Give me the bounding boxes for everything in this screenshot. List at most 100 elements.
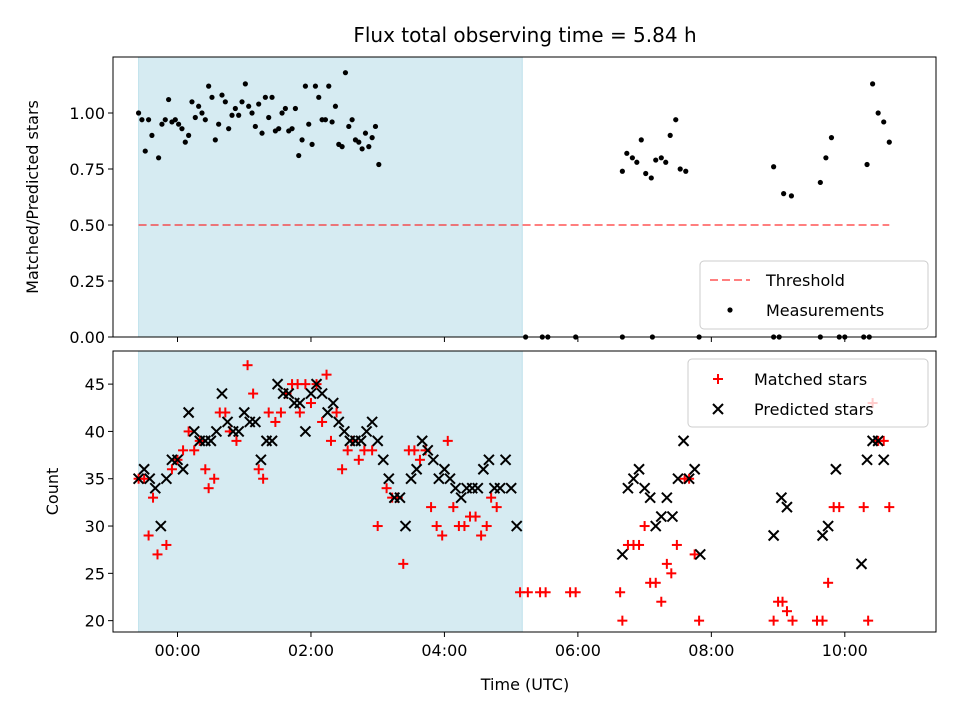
predicted-star-point	[171, 454, 184, 466]
predicted-star-point	[661, 491, 673, 504]
matched-star-point	[650, 577, 661, 588]
predicted-star-point	[338, 425, 351, 438]
measurement-point	[366, 144, 372, 150]
matched-star-point	[781, 606, 792, 617]
y-tick-label: 30	[85, 517, 105, 536]
matched-star-point	[398, 558, 409, 569]
matched-star-point	[409, 445, 420, 456]
matched-star-point	[178, 445, 189, 456]
y-tick-label: 0.00	[69, 328, 105, 347]
matched-star-point	[639, 521, 650, 532]
measurement-point	[658, 155, 664, 161]
predicted-star-point	[822, 520, 834, 532]
predicted-star-point	[683, 473, 695, 485]
matched-star-point	[263, 407, 274, 418]
measurement-point	[653, 157, 659, 163]
measurement-point	[142, 148, 148, 154]
predicted-star-point	[644, 491, 656, 504]
top-panel: 0.00 0.25 0.50 0.75 1.00 Matched/Predicted s…	[23, 56, 937, 347]
measurement-point	[875, 110, 881, 116]
measurement-point	[192, 114, 198, 121]
measurement-point	[266, 114, 272, 121]
bottom-axes-frame	[112, 350, 937, 633]
bottom-x-ticks: 00:00 02:00 04:00 06:00 08:00 10:00	[154, 632, 868, 660]
matched-star-point	[414, 454, 425, 465]
matched-star-point	[666, 568, 677, 579]
matched-star-point	[253, 464, 264, 475]
predicted-star-point	[694, 548, 706, 561]
matched-star-point	[325, 435, 336, 446]
measurement-point	[216, 121, 222, 127]
y-tick-label: 0.75	[69, 160, 105, 179]
predicted-star-point	[143, 473, 156, 485]
matched-star-point	[834, 502, 845, 513]
y-tick-label: 0.50	[69, 216, 105, 235]
matched-star-point	[817, 615, 828, 626]
predicted-star-point	[232, 425, 245, 438]
predicted-star-point	[210, 425, 223, 438]
top-legend: Threshold Measurements	[699, 260, 929, 330]
legend-predicted-label: Predicted stars	[754, 400, 874, 419]
measurement-point	[663, 159, 669, 165]
y-tick-label: 45	[85, 375, 105, 394]
predicted-star-point	[433, 473, 445, 485]
matched-star-point	[768, 615, 779, 626]
legend-predicted-swatch	[712, 403, 724, 415]
predicted-star-point	[333, 416, 345, 428]
matched-star-point	[694, 615, 705, 626]
measurement-point	[239, 99, 245, 105]
measurement-point	[289, 126, 295, 132]
legend-threshold-label: Threshold	[765, 271, 845, 290]
top-y-axis-label: Matched/Predicted stars	[23, 100, 42, 294]
measurement-point	[135, 110, 142, 116]
y-tick-label: 35	[85, 470, 105, 489]
predicted-star-point	[160, 473, 173, 485]
predicted-star-point	[638, 482, 651, 494]
matched-star-point	[275, 407, 286, 418]
predicted-star-point	[316, 387, 328, 400]
y-tick-label: 20	[85, 612, 105, 631]
matched-star-point	[431, 521, 442, 532]
measurement-point	[149, 132, 155, 138]
predicted-star-point	[249, 416, 262, 428]
measurement-point	[332, 103, 339, 109]
measurement-point	[249, 110, 255, 116]
measurement-point	[362, 130, 369, 136]
predicted-star-point	[483, 454, 495, 466]
measurement-point	[342, 70, 349, 76]
measurement-point	[788, 193, 795, 199]
predicted-star-point	[360, 425, 373, 438]
predicted-star-point	[511, 520, 523, 532]
matched-star-point	[617, 615, 628, 626]
legend-measurements-swatch	[727, 307, 733, 313]
measurement-point	[226, 126, 232, 132]
measurement-point	[209, 94, 215, 100]
matched-star-point	[152, 549, 163, 560]
shaded-span	[138, 56, 523, 338]
bottom-y-axis-label: Count	[43, 468, 62, 516]
x-tick-label: 06:00	[555, 641, 601, 660]
matched-star-point	[258, 473, 269, 484]
predicted-star-point	[449, 482, 462, 494]
matched-star-point	[570, 587, 581, 598]
measurement-point	[292, 105, 298, 112]
matched-star-point	[442, 435, 453, 446]
predicted-star-point	[616, 548, 629, 561]
predicted-star-point	[677, 435, 690, 447]
measurement-point	[246, 103, 252, 109]
y-tick-label: 0.25	[69, 272, 105, 291]
matched-star-point	[143, 530, 154, 541]
measurement-point	[199, 110, 205, 116]
predicted-star-point	[221, 416, 234, 428]
measurement-point	[259, 130, 265, 136]
predicted-star-point	[366, 416, 378, 428]
measurement-point	[179, 126, 185, 132]
predicted-star-point	[271, 378, 284, 390]
predicted-star-point	[266, 435, 278, 447]
measurement-point	[316, 94, 322, 100]
measurement-point	[252, 123, 258, 130]
matched-star-point	[337, 464, 348, 475]
matched-star-point	[863, 615, 874, 626]
measurement-point	[172, 117, 178, 123]
matched-star-point	[689, 549, 700, 560]
